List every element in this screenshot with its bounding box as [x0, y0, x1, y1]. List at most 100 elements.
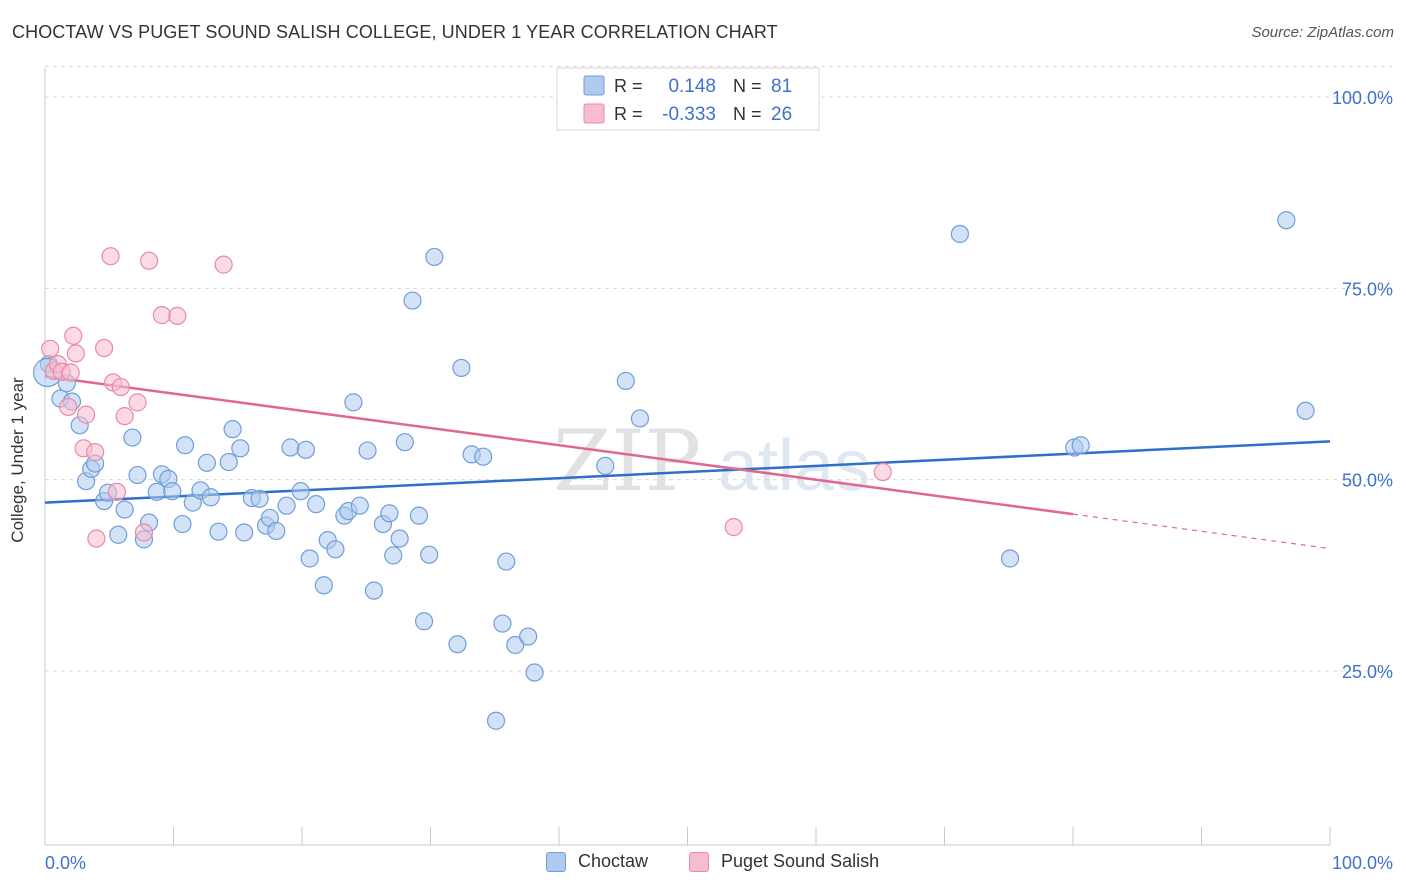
choctaw-point: [414, 612, 434, 631]
puget-point: [107, 482, 127, 502]
puget-trend-line: [44, 375, 1074, 516]
choctaw-point: [281, 438, 300, 457]
x-tick-label: 100.0%: [1332, 853, 1393, 873]
puget-point: [115, 407, 134, 426]
choctaw-point: [296, 440, 315, 459]
legend-bottom-swatch-puget: [689, 851, 709, 872]
choctaw-point: [175, 436, 195, 455]
choctaw-point: [173, 514, 192, 534]
choctaw-point: [493, 614, 512, 633]
y-tick-label: 100.0%: [1332, 88, 1393, 108]
puget-point: [139, 251, 159, 270]
choctaw-point: [380, 504, 399, 523]
choctaw-point: [390, 529, 409, 548]
choctaw-point: [420, 545, 439, 564]
puget-point: [77, 405, 96, 424]
choctaw-point: [123, 428, 142, 447]
choctaw-point: [474, 447, 493, 466]
choctaw-point: [425, 247, 444, 267]
choctaw-point: [506, 635, 525, 655]
puget-point: [214, 255, 233, 274]
legend-top: R = 0.148 N = 81 R = -0.333 N = 26: [556, 67, 820, 131]
puget-point: [86, 443, 105, 462]
choctaw-point: [1277, 211, 1296, 230]
puget-trend-line-extension: [1072, 513, 1331, 550]
puget-point: [101, 247, 120, 266]
legend-n-value-1: 81: [771, 76, 792, 97]
choctaw-point: [395, 433, 414, 452]
choctaw-point: [409, 506, 429, 525]
choctaw-point: [128, 465, 147, 485]
legend-r-label-1: R =: [614, 76, 643, 96]
tick-labels: 25.0% 50.0% 75.0% 100.0% 0.0% 100.0%: [45, 88, 1393, 873]
choctaw-point: [1071, 436, 1090, 455]
choctaw-point: [525, 663, 544, 682]
puget-point: [41, 339, 60, 358]
legend-bottom: Choctaw Puget Sound Salish: [0, 851, 1406, 879]
data-points: [32, 211, 1315, 730]
puget-point: [61, 363, 80, 382]
choctaw-point: [223, 420, 242, 439]
legend-r-value-2: -0.333: [662, 104, 716, 125]
puget-point: [128, 393, 147, 412]
puget-point: [111, 377, 130, 397]
choctaw-point: [201, 488, 220, 507]
legend-bottom-swatch-choctaw: [546, 851, 566, 872]
choctaw-point: [448, 635, 467, 654]
choctaw-point: [219, 452, 238, 472]
choctaw-point: [209, 522, 228, 541]
choctaw-point: [1296, 401, 1315, 420]
choctaw-point: [291, 482, 310, 501]
puget-point: [87, 529, 106, 548]
choctaw-point: [358, 441, 377, 460]
puget-point: [724, 518, 743, 537]
choctaw-point: [307, 495, 326, 514]
legend-r-value-1: 0.148: [668, 76, 716, 97]
puget-point: [134, 523, 154, 542]
legend-bottom-label-puget: Puget Sound Salish: [721, 851, 880, 871]
puget-point: [66, 344, 85, 363]
legend-n-value-2: 26: [771, 104, 792, 125]
y-tick-label: 50.0%: [1342, 471, 1393, 491]
axes: [44, 68, 1331, 846]
choctaw-point: [452, 358, 471, 378]
puget-point: [64, 326, 83, 345]
puget-point: [873, 462, 892, 482]
choctaw-point: [630, 409, 650, 428]
choctaw-point: [344, 393, 363, 412]
legend-r-label-2: R =: [614, 104, 643, 124]
choctaw-point: [163, 482, 182, 501]
legend-bottom-item-puget: Puget Sound Salish: [689, 851, 879, 872]
choctaw-point: [109, 525, 128, 544]
choctaw-point: [314, 576, 333, 595]
legend-bottom-item-choctaw: Choctaw: [546, 851, 648, 872]
source-label: Source: ZipAtlas.com: [1251, 24, 1394, 41]
legend-swatch-choctaw: [583, 75, 605, 96]
choctaw-point: [950, 224, 970, 244]
choctaw-point: [384, 546, 403, 565]
choctaw-point: [115, 500, 134, 519]
choctaw-point: [486, 711, 506, 730]
puget-point: [168, 306, 187, 325]
legend-bottom-label-choctaw: Choctaw: [578, 851, 649, 871]
choctaw-point: [231, 439, 250, 458]
y-tick-label: 25.0%: [1342, 662, 1393, 682]
choctaw-point: [235, 523, 254, 542]
x-tick-label: 0.0%: [45, 853, 86, 873]
legend-n-label-2: N =: [733, 104, 762, 124]
puget-point: [95, 338, 114, 358]
choctaw-point: [403, 291, 422, 310]
choctaw-point: [497, 552, 516, 571]
choctaw-point: [364, 581, 384, 600]
choctaw-point: [250, 489, 269, 508]
grid-lines: [45, 65, 1392, 672]
puget-point: [59, 397, 78, 417]
choctaw-point: [197, 453, 217, 472]
choctaw-point: [267, 521, 286, 541]
y-tick-label: 75.0%: [1342, 279, 1393, 299]
puget-point: [152, 306, 172, 325]
legend-swatch-puget: [583, 103, 605, 124]
chart-title: CHOCTAW VS PUGET SOUND SALISH COLLEGE, U…: [12, 22, 778, 42]
choctaw-point: [616, 371, 635, 391]
